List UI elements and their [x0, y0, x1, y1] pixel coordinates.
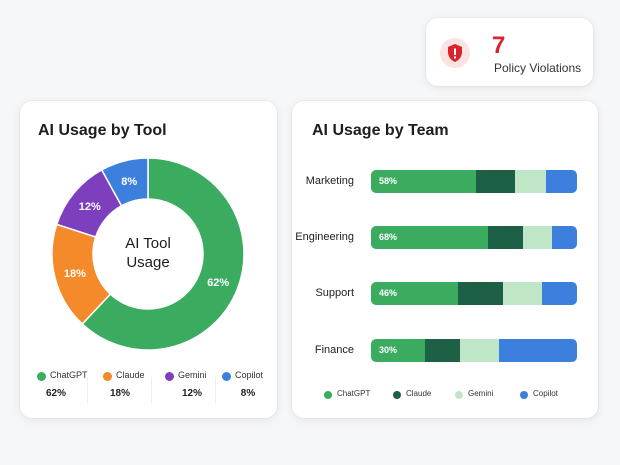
- team-label-support: Support: [315, 287, 354, 299]
- legend-label: Gemini: [178, 370, 207, 380]
- legend-item-copilot: Copilot 8%: [215, 369, 280, 409]
- team-label-finance: Finance: [314, 344, 354, 356]
- legend-dot: [393, 391, 401, 399]
- legend-divider: [151, 377, 152, 403]
- legend-value: 8%: [240, 388, 256, 399]
- legend-item-gemini: Gemini 12%: [151, 369, 216, 409]
- legend-value: 62%: [45, 388, 66, 399]
- bar-segment-gemini: [459, 339, 499, 362]
- bar-segment-chatgpt: [371, 226, 489, 249]
- team-bar-finance: [371, 339, 577, 362]
- donut-data-label-gemini: 12%: [79, 201, 101, 213]
- bar-segment-gemini: [502, 282, 542, 305]
- team-bar-value: 68%: [379, 232, 398, 242]
- legend-label: Copilot: [533, 389, 558, 398]
- legend-value: 18%: [109, 388, 130, 399]
- donut-slice-chatgpt: [81, 157, 245, 351]
- violations-count: 7: [492, 32, 506, 59]
- team-bar-value: 58%: [379, 176, 398, 186]
- bar-segment-claude: [457, 282, 503, 305]
- donut-center-label-line-2: Usage: [126, 254, 169, 271]
- team-bar-value: 30%: [379, 345, 398, 355]
- legend-dot: [165, 372, 174, 381]
- legend-divider: [87, 377, 88, 403]
- legend-divider: [215, 377, 216, 403]
- team-card-title: AI Usage by Team: [312, 122, 449, 139]
- bar-segment-copilot: [546, 170, 577, 193]
- legend-dot: [103, 372, 112, 381]
- bar-segment-copilot: [541, 282, 577, 305]
- bar-segment-copilot: [552, 226, 577, 249]
- donut-data-label-copilot: 8%: [121, 176, 137, 188]
- legend-label: ChatGPT: [50, 370, 88, 380]
- bar-segment-chatgpt: [371, 339, 425, 362]
- legend-item-chatgpt: ChatGPT 62%: [24, 369, 88, 409]
- bar-segment-gemini: [515, 170, 547, 193]
- ai-usage-by-team-card: AI Usage by Team Marketing 58% Engineering…: [292, 101, 598, 418]
- team-bar-marketing: [371, 170, 577, 193]
- ai-usage-by-tool-card: AI Usage by Tool 62% 18% 12% 8% AI Tool Usa…: [20, 101, 277, 418]
- legend-label: Copilot: [235, 370, 264, 380]
- bar-segment-chatgpt: [371, 170, 477, 193]
- bar-segment-claude: [476, 170, 516, 193]
- team-label-marketing: Marketing: [305, 175, 354, 187]
- policy-violations-card: 7 Policy Violations: [426, 18, 593, 86]
- donut-data-label-chatgpt: 62%: [207, 277, 229, 289]
- team-bar-value: 46%: [379, 288, 398, 298]
- legend-dot: [455, 391, 463, 399]
- legend-label: Gemini: [468, 389, 494, 398]
- legend-item-claude: Claude 18%: [87, 369, 152, 409]
- legend-dot: [222, 372, 231, 381]
- legend-label: Claude: [116, 370, 145, 380]
- bar-segment-copilot: [498, 339, 577, 362]
- team-bar-support: [371, 282, 577, 305]
- legend-label: ChatGPT: [337, 389, 371, 398]
- bar-segment-claude: [424, 339, 460, 362]
- bar-segment-claude: [488, 226, 524, 249]
- bar-segment-gemini: [523, 226, 553, 249]
- legend-dot: [520, 391, 528, 399]
- legend-dot: [324, 391, 332, 399]
- tool-donut-chart: 62% 18% 12% 8% AI Tool Usage: [51, 157, 245, 351]
- donut-slice-copilot: [100, 157, 149, 207]
- team-bar-engineering: [371, 226, 577, 249]
- team-legend: ChatGPT Claude Gemini Copilot: [292, 388, 598, 402]
- violations-label: Policy Violations: [494, 61, 582, 75]
- legend-dot: [37, 372, 46, 381]
- shield-alert-icon: [440, 38, 470, 68]
- legend-label: Claude: [406, 389, 432, 398]
- donut-center-label-line-1: AI Tool: [125, 235, 171, 252]
- tool-card-title: AI Usage by Tool: [38, 122, 167, 139]
- donut-data-label-claude: 18%: [64, 268, 86, 280]
- tool-legend: ChatGPT 62% Claude 18% Gemini 12% Copilo…: [20, 369, 277, 409]
- bar-segment-chatgpt: [371, 282, 458, 305]
- team-label-engineering: Engineering: [295, 231, 354, 243]
- legend-value: 12%: [181, 388, 202, 399]
